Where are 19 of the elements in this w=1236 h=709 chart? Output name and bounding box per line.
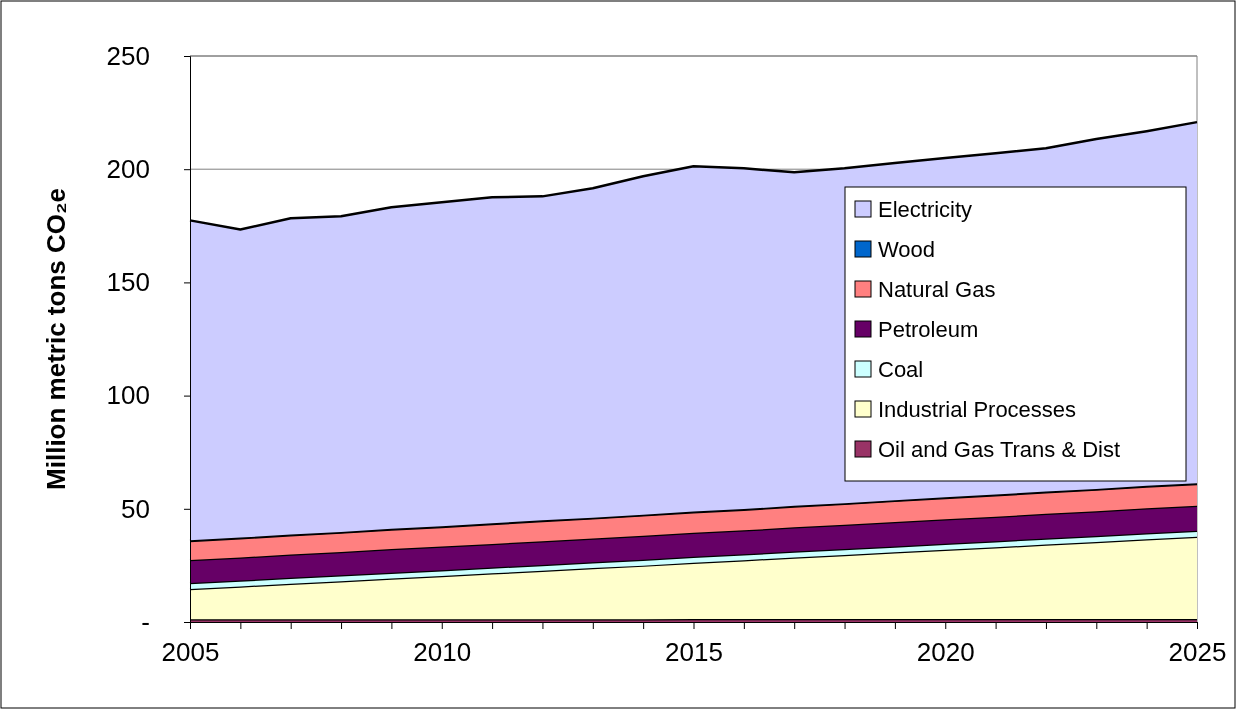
x-tick-label: 2020 <box>916 637 975 668</box>
y-tick-label: 50 <box>121 493 150 524</box>
y-tick-label: 100 <box>106 380 150 411</box>
legend-label: Wood <box>878 237 936 262</box>
legend-label: Coal <box>878 357 924 382</box>
x-tick-label: 2015 <box>665 637 723 668</box>
legend-label: Industrial Processes <box>878 397 1077 422</box>
legend-label: Oil and Gas Trans & Dist <box>878 437 1121 462</box>
y-tick-label: 250 <box>106 40 150 71</box>
legend-label: Petroleum <box>878 317 979 342</box>
y-tick-label: 200 <box>106 154 150 185</box>
x-tick-label: 2005 <box>161 637 220 668</box>
y-axis-title: Million metric tons CO₂e <box>41 188 71 490</box>
y-tick-label: 150 <box>106 267 150 298</box>
x-tick-label: 2010 <box>413 637 472 668</box>
x-tick-label: 2025 <box>1168 637 1227 668</box>
y-tick-label: - <box>141 606 150 637</box>
legend-label: Natural Gas <box>878 277 996 302</box>
legend-label: Electricity <box>878 197 973 222</box>
